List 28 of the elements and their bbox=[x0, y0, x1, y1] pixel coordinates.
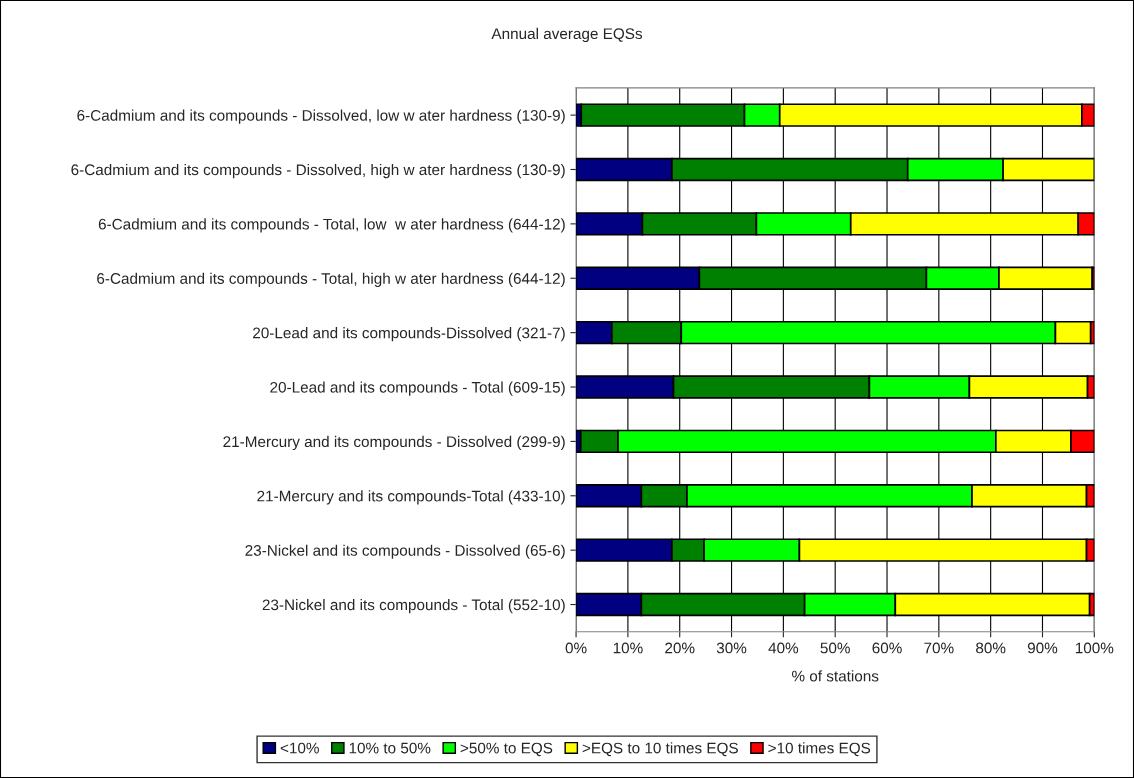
y-tick-label: 6-Cadmium and its compounds - Total, low w ater hardness (644-12) bbox=[98, 218, 565, 233]
x-tick-label: 20% bbox=[665, 642, 695, 654]
y-tick-label: 6-Cadmium and its compounds - Total, high w ater hardness (644-12) bbox=[97, 272, 565, 287]
legend-label: >EQS to 10 times EQS bbox=[582, 742, 738, 757]
legend-label: >10 times EQS bbox=[768, 742, 871, 757]
x-tick-label: 40% bbox=[768, 642, 799, 654]
x-axis-title: % of stations bbox=[792, 670, 879, 682]
y-tick-label: 23-Nickel and its compounds - Dissolved (65-6) bbox=[245, 544, 565, 559]
x-tick-label: 30% bbox=[716, 642, 747, 654]
legend-label: 10% to 50% bbox=[349, 742, 431, 754]
y-tick-label: 20-Lead and its compounds-Dissolved (321-7) bbox=[253, 327, 565, 342]
y-tick-label: 6-Cadmium and its compounds - Dissolved, high w ater hardness (130-9) bbox=[71, 163, 565, 179]
x-tick-label: 50% bbox=[820, 642, 850, 654]
x-tick-label: 60% bbox=[872, 642, 902, 654]
y-tick-label: 23-Nickel and its compounds - Total (552-10) bbox=[262, 599, 565, 614]
x-tick-label: 100% bbox=[1075, 642, 1114, 654]
x-tick-label: 10% bbox=[613, 642, 643, 654]
x-tick-label: 80% bbox=[976, 642, 1006, 654]
chart-title: Annual average EQSs bbox=[491, 27, 643, 43]
x-tick-label: 0% bbox=[565, 642, 587, 654]
x-tick-label: 70% bbox=[924, 642, 954, 654]
y-tick-label: 21-Mercury and its compounds-Total (433-10) bbox=[257, 490, 565, 505]
y-tick-label: 6-Cadmium and its compounds - Dissolved, low w ater hardness (130-9) bbox=[77, 109, 565, 124]
x-tick-label: 90% bbox=[1027, 642, 1058, 654]
y-tick-label: 20-Lead and its compounds - Total (609-15) bbox=[270, 381, 565, 396]
legend-label: <10% bbox=[280, 742, 319, 754]
y-tick-label: 21-Mercury and its compounds - Dissolved (299-9) bbox=[223, 435, 565, 451]
legend-label: >50% to EQS bbox=[460, 742, 553, 757]
